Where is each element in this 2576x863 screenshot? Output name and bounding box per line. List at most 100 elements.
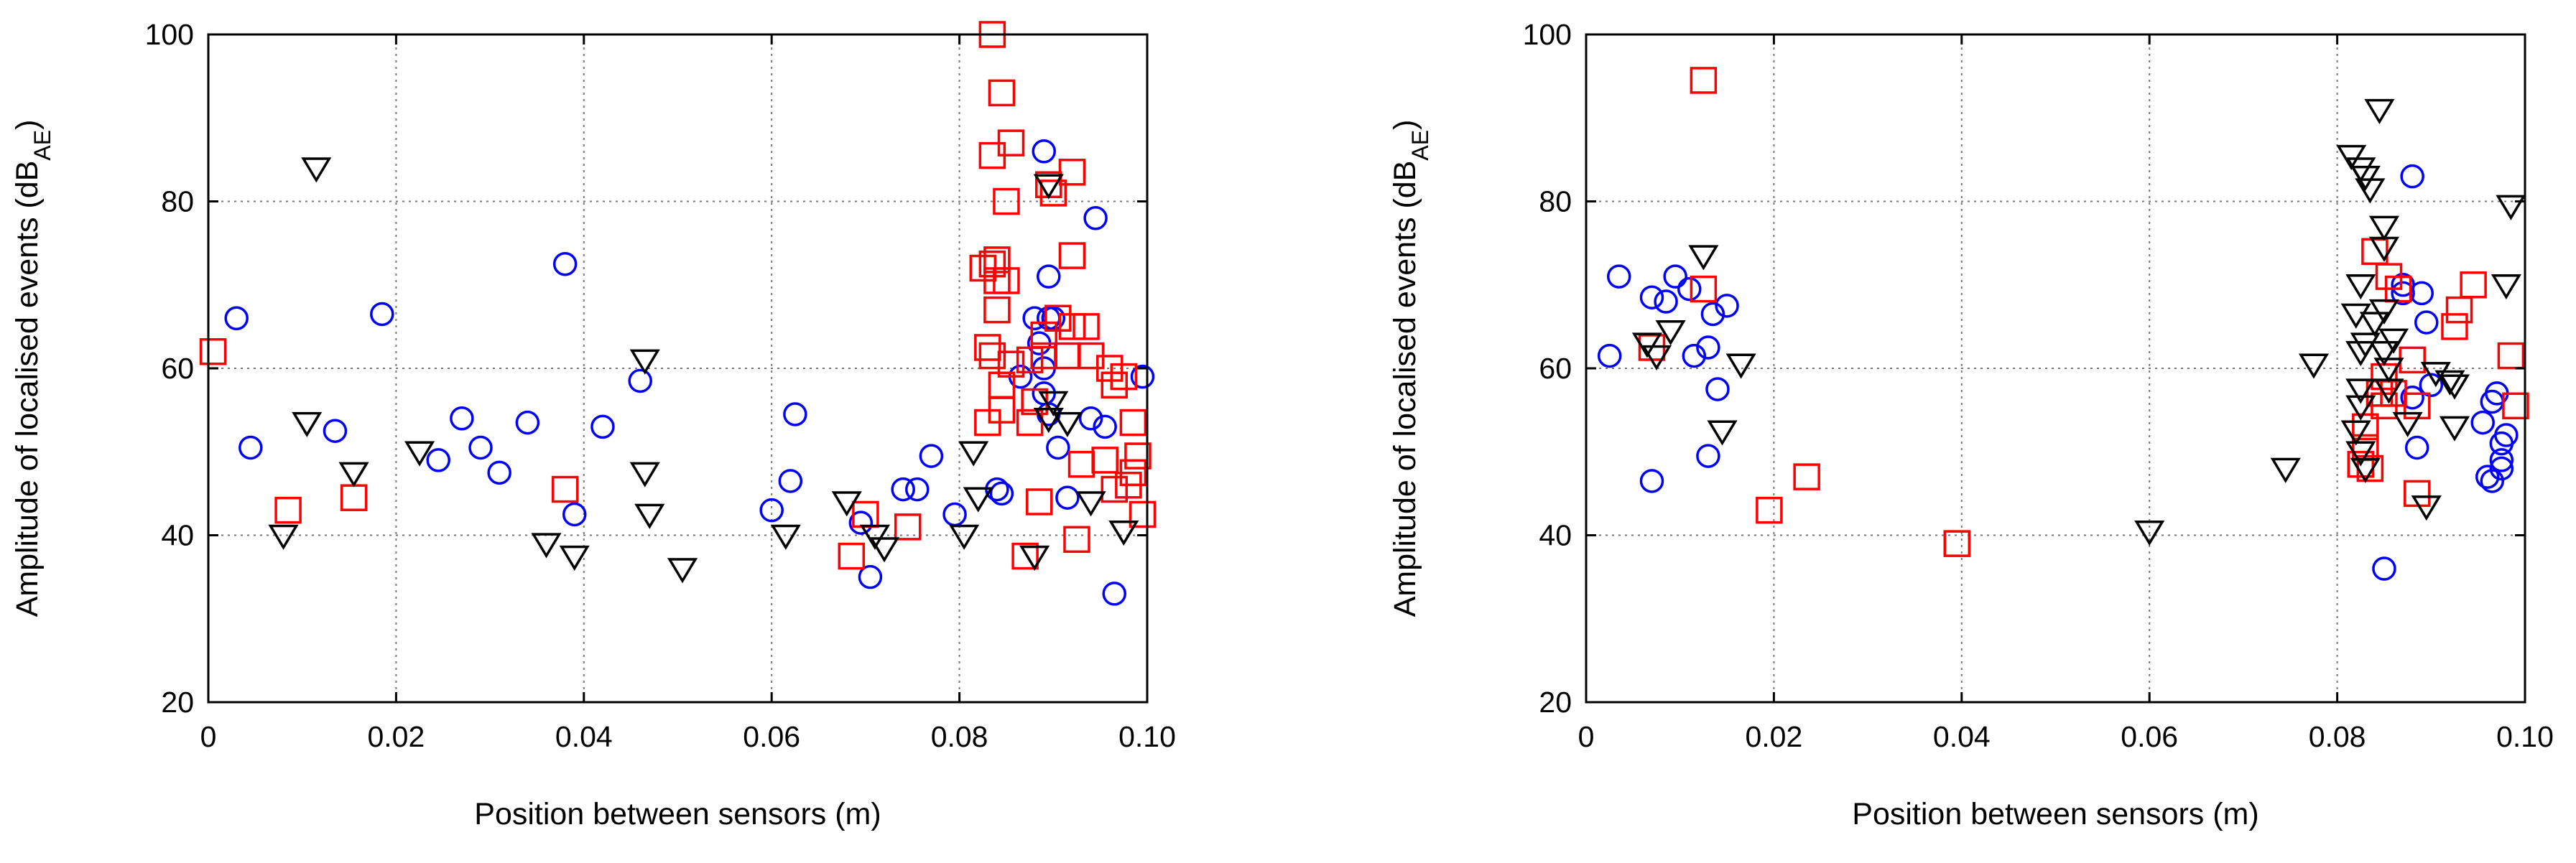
data-point-square — [2347, 450, 2375, 478]
data-point-circle — [2470, 410, 2495, 435]
data-point-circle — [1700, 302, 1725, 327]
data-point-circle — [562, 502, 587, 527]
data-point-square — [2403, 480, 2431, 508]
data-point-circle — [759, 498, 784, 523]
data-point-circle — [515, 410, 540, 435]
data-point-triangle — [949, 524, 980, 550]
data-point-triangle — [2350, 165, 2381, 192]
data-point-circle — [1093, 414, 1117, 439]
data-point-circle — [1715, 294, 1739, 318]
y-axis-label-main: Amplitude of localised events (dB — [1388, 161, 1422, 617]
data-point-square — [1067, 450, 1095, 478]
data-point-triangle — [2134, 520, 2165, 546]
data-point-square — [2361, 238, 2389, 265]
data-point-circle — [2480, 469, 2505, 493]
data-point-square — [1095, 355, 1123, 382]
data-point-triangle — [404, 441, 435, 467]
data-point-square — [1793, 463, 1820, 490]
chart-right: 0 0.02 0.04 0.06 0.08 0.10 20 40 60 80 100 Position… — [1388, 18, 2554, 831]
data-point-circle — [2400, 164, 2424, 189]
data-point-triangle — [1108, 520, 1139, 546]
data-point-triangle — [1655, 319, 1686, 346]
y-tick-label: 80 — [161, 185, 194, 218]
data-point-square — [1124, 442, 1152, 470]
data-point-square — [1690, 275, 1718, 303]
x-axis-label: Position between sensors (m) — [474, 797, 881, 831]
data-point-triangle — [831, 491, 862, 517]
data-point-circle — [778, 469, 803, 493]
data-point-circle — [468, 435, 493, 460]
data-point-circle — [1597, 343, 1622, 368]
data-point-triangle — [1725, 353, 1756, 379]
x-tick-label: 0.06 — [743, 720, 800, 753]
data-point-square — [997, 350, 1025, 378]
data-point-square — [1943, 530, 1971, 557]
data-point-circle — [1663, 264, 1687, 289]
data-point-triangle — [963, 487, 993, 513]
data-point-square — [1110, 363, 1138, 391]
data-point-square — [1058, 159, 1086, 186]
data-point-circle — [1682, 343, 1707, 368]
data-point-square — [1016, 409, 1044, 437]
y-tick-label: 60 — [161, 352, 194, 385]
data-point-circle — [1696, 444, 1720, 468]
data-point-circle — [238, 435, 263, 460]
data-point-triangle — [2345, 274, 2376, 300]
y-tick-label: 100 — [1523, 18, 1572, 51]
data-point-circle — [450, 406, 474, 431]
data-point-circle — [1037, 264, 1061, 289]
data-point-circle — [1083, 206, 1108, 230]
x-tick-label: 0 — [1578, 720, 1595, 753]
data-point-square — [1044, 304, 1072, 332]
data-point-square — [1063, 526, 1090, 554]
data-point-circle — [891, 477, 915, 502]
y-tick-label: 20 — [1539, 686, 1572, 719]
data-point-triangle — [629, 349, 660, 375]
data-point-square — [2460, 271, 2487, 299]
data-point-triangle — [2350, 457, 2381, 483]
data-point-triangle — [1038, 391, 1069, 416]
data-point-triangle — [1052, 411, 1083, 437]
data-point-square — [1690, 67, 1718, 94]
data-point-square — [274, 496, 302, 524]
data-point-circle — [1639, 285, 1664, 309]
data-point-square — [988, 79, 1016, 107]
data-point-circle — [590, 414, 615, 439]
y-axis-label-main: Amplitude of localised events (dB — [10, 161, 45, 617]
y-tick-label: 40 — [1539, 519, 1572, 552]
y-tick-label: 20 — [161, 686, 194, 719]
data-point-circle — [2414, 310, 2439, 335]
data-point-triangle — [2359, 312, 2390, 337]
data-point-triangle — [1033, 408, 1064, 434]
data-point-triangle — [2434, 370, 2465, 396]
data-point-square — [2384, 275, 2412, 303]
data-point-square — [1091, 447, 1118, 474]
data-point-circle — [1102, 582, 1127, 606]
data-point-circle — [2391, 281, 2415, 306]
data-point-circle — [323, 419, 348, 443]
data-point-square — [894, 513, 922, 541]
data-point-square — [1129, 500, 1157, 528]
data-point-triangle — [2336, 144, 2367, 170]
x-axis-label: Position between sensors (m) — [1852, 797, 2258, 831]
data-point-circle — [1078, 406, 1103, 431]
data-point-triangle — [2373, 358, 2404, 383]
x-tick-label: 0.10 — [2496, 720, 2554, 753]
data-point-circle — [1130, 364, 1155, 389]
data-point-triangle — [629, 462, 660, 488]
x-tick-label: 0.02 — [367, 720, 425, 753]
x-tick-label: 0.02 — [1745, 720, 1802, 753]
data-point-circle — [552, 251, 578, 276]
data-point-triangle — [859, 524, 891, 550]
data-point-circle — [858, 564, 883, 589]
data-point-square — [997, 129, 1025, 157]
data-point-circle — [1677, 276, 1702, 302]
x-tick-label: 0.10 — [1118, 720, 1176, 753]
data-point-triangle — [1688, 245, 1719, 271]
data-point-triangle — [634, 503, 665, 529]
data-point-square — [1072, 313, 1100, 340]
data-point-circle — [848, 510, 874, 535]
data-point-triangle — [2368, 341, 2400, 367]
data-point-square — [2502, 392, 2529, 420]
